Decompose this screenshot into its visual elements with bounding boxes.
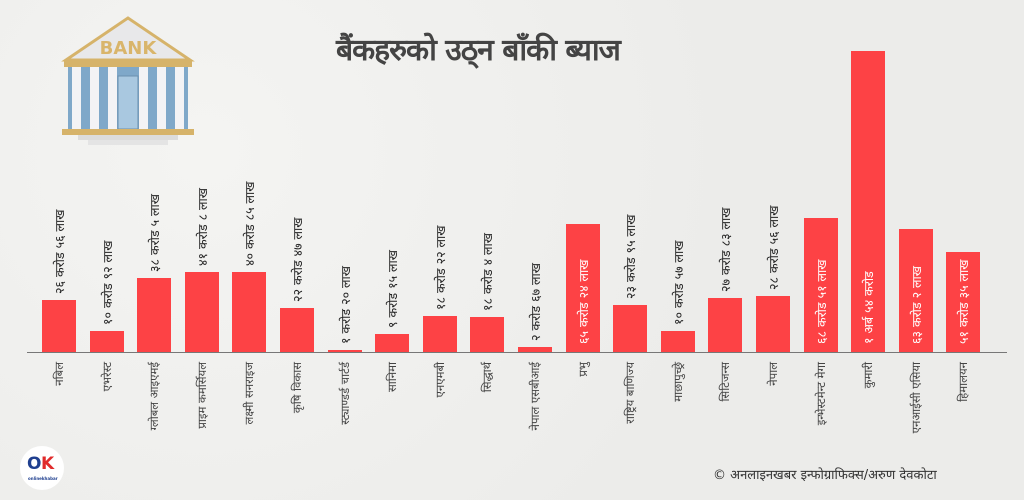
value-label: २६ करोड ५६ लाख [52,209,67,295]
category-label: एनआईसी एसिया [909,362,923,434]
category-label: नेपाल [766,362,780,386]
bar [661,331,695,352]
value-label: १ करोड २० लाख [338,265,353,344]
x-axis-line [27,352,1007,353]
credit-text: © अनलाइनखबर इन्फोग्राफिक्स/अरुण देवकोटा [713,468,937,483]
svg-text:BANK: BANK [100,38,158,59]
logo-o: O [27,454,42,474]
value-label: ५१ करोड ३५ लाख [956,259,971,345]
bar [804,218,838,352]
category-label: एभरेस्ट [100,362,114,392]
bar [185,271,219,352]
category-label: सिटिजन्स [718,362,732,402]
value-label: ६५ करोड २४ लाख [576,259,591,345]
bar [899,228,933,352]
bar [946,251,980,352]
bar [328,349,362,352]
logo-k: K [41,454,55,474]
category-label: प्राइम कमर्सियल [195,362,209,429]
bar [137,277,171,352]
value-label: १० करोड ९२ लाख [100,240,115,325]
value-label: ६८ करोड ५१ लाख [814,259,829,345]
onlinekhabar-logo: O K onlinekhabar [20,446,64,490]
bar [280,308,314,352]
bar [375,334,409,352]
category-label: कुमारी [861,362,875,389]
value-label: ६३ करोड २ लाख [909,266,924,344]
value-label: १८ करोड ४ लाख [480,232,495,311]
value-label: २७ करोड ८३ लाख [718,207,733,292]
value-label: ३८ करोड ५ लाख [147,193,162,272]
value-label: २८ करोड ५६ लाख [766,205,781,291]
value-label: २३ करोड ९५ लाख [623,214,638,300]
bar [756,296,790,352]
bar [470,316,504,352]
bar [232,272,266,352]
value-label: २२ करोड ४७ लाख [290,217,305,303]
category-label: माछापुच्छ्रे [671,362,685,402]
chart-title: बैंकहरुको उठ्न बाँकी ब्याज [336,33,621,68]
value-label: २ करोड ६७ लाख [528,262,543,341]
bar [851,51,885,352]
category-label: सानिमा [385,362,399,392]
category-label: कृषि विकास [290,362,304,414]
logo-subtext: onlinekhabar [28,476,58,481]
bar [566,224,600,352]
value-label: १० करोड ५७ लाख [671,240,686,326]
category-label: ग्लोबल आइएमई [147,362,161,431]
bank-building-icon: BANK [58,14,198,154]
bar [613,305,647,352]
bar [708,297,742,352]
value-label: ४० करोड ८५ लाख [242,181,257,267]
bar [423,316,457,352]
category-label: इन्भेस्टमेन्ट मेगा [814,362,828,426]
bar [518,346,552,352]
value-label: १८ करोड २२ लाख [433,225,448,311]
category-label: स्ट्याण्डर्ड चार्टर्ड [338,362,352,425]
category-label: एनएमबी [433,362,447,398]
category-label: लक्ष्मी सनराइज [242,362,256,425]
value-label: ९ करोड १५ लाख [385,250,400,329]
category-label: प्रभु [576,362,590,377]
value-label: १ अर्ब ५४ करोड [861,271,876,344]
category-label: हिमालयन [956,362,970,402]
category-label: नबिल [52,362,66,386]
category-label: नेपाल एसबीआई [528,362,542,431]
bar [90,330,124,352]
category-label: सिद्धार्थ [480,362,494,393]
bar [42,300,76,352]
value-label: ४१ करोड ८ लाख [195,187,210,266]
category-label: राष्ट्रिय बाणिज्य [623,362,637,424]
